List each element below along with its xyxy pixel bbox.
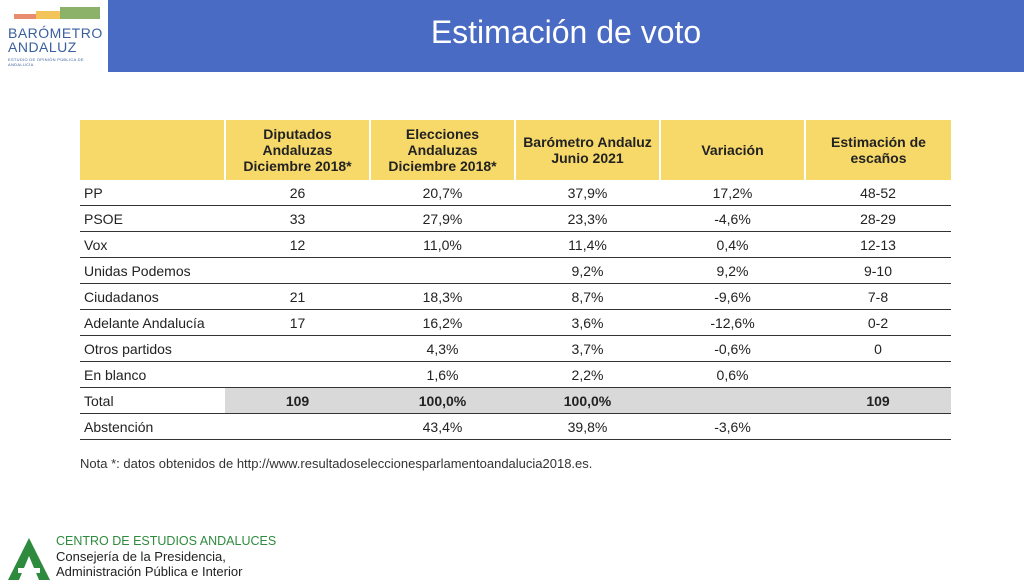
cell-barometro: 23,3% [515,205,660,232]
party-name: PSOE [80,205,225,232]
logo-title-line2: ANDALUZ [8,39,77,55]
cell-escanos: 28-29 [805,205,951,232]
table-row: En blanco 1,6% 2,2% 0,6% [80,361,951,388]
cell-escanos: 0 [805,335,951,362]
cell-diputados: 17 [225,309,370,336]
logo-title-line1: BARÓMETRO [8,25,103,41]
footer-department-line2: Administración Pública e Interior [56,564,243,579]
total-variacion [660,387,805,414]
cell-barometro: 37,9% [515,180,660,206]
table-abstention-row: Abstención 43,4% 39,8% -3,6% [80,413,951,440]
header-diputados-2018: Diputados Andaluzas Diciembre 2018* [224,120,370,180]
cell-elecciones: 16,2% [370,309,515,336]
cell-variacion: 0,4% [660,231,805,258]
cell-variacion: 17,2% [660,180,805,206]
party-name: Vox [80,231,225,258]
andalusia-a-icon [8,538,50,580]
total-label: Total [80,387,225,414]
cell-barometro: 3,6% [515,309,660,336]
table-row: PP 26 20,7% 37,9% 17,2% 48-52 [80,180,951,206]
cell-barometro: 2,2% [515,361,660,388]
footer-department-line1: Consejería de la Presidencia, [56,549,226,564]
cell-diputados [225,335,370,362]
cell-escanos: 7-8 [805,283,951,310]
logo-color-bars [14,7,108,19]
cell-barometro: 11,4% [515,231,660,258]
table-row: Vox 12 11,0% 11,4% 0,4% 12-13 [80,231,951,258]
cell-escanos [805,361,951,388]
abstention-barometro: 39,8% [515,413,660,440]
table-header-row: Diputados Andaluzas Diciembre 2018* Elec… [80,120,951,180]
party-name: Ciudadanos [80,283,225,310]
cell-elecciones: 27,9% [370,205,515,232]
cell-escanos: 12-13 [805,231,951,258]
footer-text: CENTRO DE ESTUDIOS ANDALUCES Consejería … [56,534,276,579]
cell-variacion: -12,6% [660,309,805,336]
source-note: Nota *: datos obtenidos de http://www.re… [80,456,593,471]
cell-escanos: 9-10 [805,257,951,284]
footer-logo: CENTRO DE ESTUDIOS ANDALUCES Consejería … [6,534,286,584]
cell-elecciones: 1,6% [370,361,515,388]
barometro-logo: BARÓMETRO ANDALUZ ESTUDIO DE OPINIÓN PÚB… [8,7,108,71]
cell-escanos: 48-52 [805,180,951,206]
cell-variacion: 9,2% [660,257,805,284]
abstention-variacion: -3,6% [660,413,805,440]
table-row: Otros partidos 4,3% 3,7% -0,6% 0 [80,335,951,362]
cell-variacion: -4,6% [660,205,805,232]
cell-elecciones: 11,0% [370,231,515,258]
cell-elecciones: 4,3% [370,335,515,362]
abstention-elecciones: 43,4% [370,413,515,440]
party-name: Adelante Andalucía [80,309,225,336]
abstention-diputados [225,413,370,440]
abstention-escanos [805,413,951,440]
header-barometro-2021: Barómetro Andaluz Junio 2021 [514,120,660,180]
header-elecciones-2018: Elecciones Andaluzas Diciembre 2018* [369,120,515,180]
cell-elecciones [370,257,515,284]
vote-estimate-table: Diputados Andaluzas Diciembre 2018* Elec… [80,120,951,440]
party-name: En blanco [80,361,225,388]
cell-diputados: 33 [225,205,370,232]
table-row: PSOE 33 27,9% 23,3% -4,6% 28-29 [80,205,951,232]
header-escanos: Estimación de escaños [804,120,951,180]
logo-subtitle: ESTUDIO DE OPINIÓN PÚBLICA DE ANDALUCÍA [8,57,84,67]
party-name: Otros partidos [80,335,225,362]
cell-diputados: 21 [225,283,370,310]
cell-diputados [225,257,370,284]
total-barometro: 100,0% [515,387,660,414]
cell-barometro: 8,7% [515,283,660,310]
header-party [80,120,225,180]
header-variacion: Variación [659,120,805,180]
table-row: Adelante Andalucía 17 16,2% 3,6% -12,6% … [80,309,951,336]
abstention-label: Abstención [80,413,225,440]
cell-elecciones: 20,7% [370,180,515,206]
party-name: Unidas Podemos [80,257,225,284]
total-diputados: 109 [225,387,370,414]
page-title: Estimación de voto [430,14,702,50]
cell-barometro: 9,2% [515,257,660,284]
cell-variacion: 0,6% [660,361,805,388]
cell-diputados: 26 [225,180,370,206]
title-banner: Estimación de voto [108,0,1024,72]
cell-barometro: 3,7% [515,335,660,362]
cell-escanos: 0-2 [805,309,951,336]
cell-diputados [225,361,370,388]
cell-elecciones: 18,3% [370,283,515,310]
table-row: Ciudadanos 21 18,3% 8,7% -9,6% 7-8 [80,283,951,310]
footer-org-name: CENTRO DE ESTUDIOS ANDALUCES [56,534,277,548]
total-elecciones: 100,0% [370,387,515,414]
total-escanos: 109 [805,387,951,414]
cell-variacion: -9,6% [660,283,805,310]
table-row: Unidas Podemos 9,2% 9,2% 9-10 [80,257,951,284]
table-total-row: Total 109 100,0% 100,0% 109 [80,387,951,414]
cell-diputados: 12 [225,231,370,258]
cell-variacion: -0,6% [660,335,805,362]
party-name: PP [80,180,225,206]
